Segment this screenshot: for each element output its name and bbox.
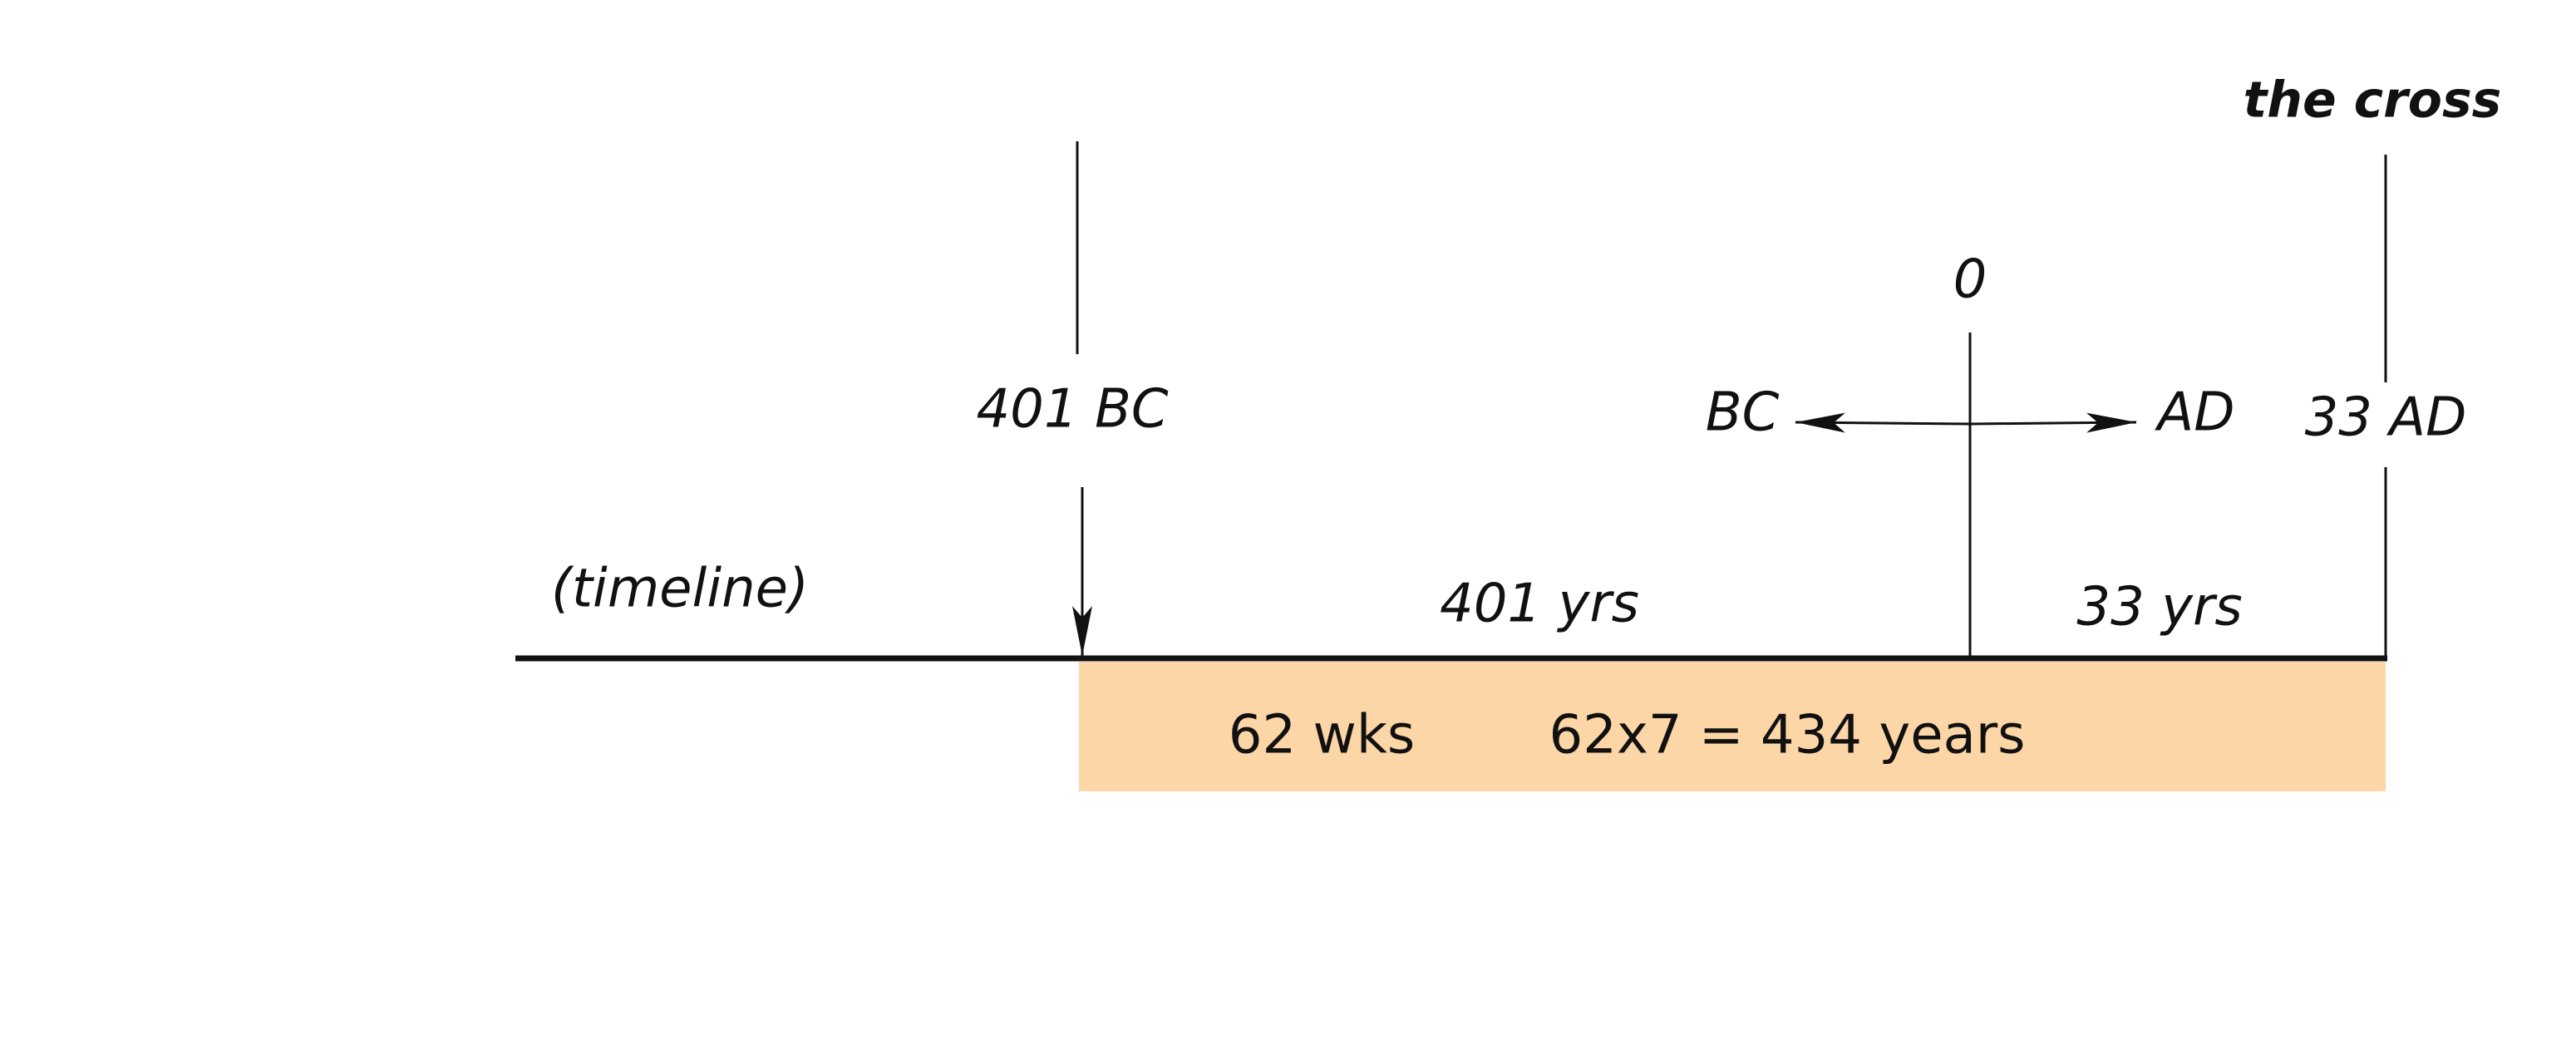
- bar-label: 62 wks: [1229, 705, 1416, 766]
- bc-arrow: [1795, 412, 1971, 433]
- span-label: 33 yrs: [2076, 577, 2242, 638]
- span-label: 401 yrs: [1440, 574, 1639, 635]
- period-bar: [1079, 662, 2386, 791]
- end-label: 33 AD: [2305, 387, 2467, 449]
- start-label: 401 BC: [976, 379, 1168, 441]
- title: the cross: [2244, 71, 2502, 130]
- ad-arrow: [1969, 412, 2137, 433]
- bc-label: BC: [1706, 382, 1780, 444]
- zero-label: 0: [1953, 249, 1987, 311]
- bar-label: 62x7 = 434 years: [1549, 705, 2026, 766]
- timeline-label: (timeline): [551, 559, 809, 620]
- ad-label: AD: [2154, 382, 2234, 444]
